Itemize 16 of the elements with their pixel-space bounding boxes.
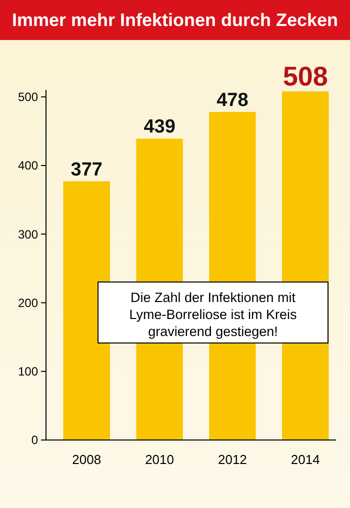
data-label: 478 — [216, 90, 248, 111]
y-tick-label: 100 — [18, 364, 38, 379]
x-tick-label: 2012 — [218, 452, 247, 467]
y-tick-label: 400 — [18, 158, 38, 173]
chart-title: Immer mehr Infektionen durch Zecken — [12, 10, 338, 30]
data-label: 439 — [144, 116, 176, 138]
y-tick-label: 300 — [18, 227, 38, 242]
y-tick-label: 500 — [18, 90, 38, 104]
annotation: Die Zahl der Infektionen mit Lyme-Borreliose ist im Kreis gravierend gestiegen! — [129, 290, 298, 339]
data-label: 377 — [70, 159, 102, 180]
x-tick-label: 2010 — [145, 452, 174, 467]
x-tick-label: 2014 — [290, 452, 320, 467]
data-label: 508 — [282, 61, 328, 92]
y-tick-label: 200 — [18, 296, 38, 310]
x-tick-label: 2008 — [72, 452, 102, 467]
y-tick-label: 0 — [31, 433, 38, 448]
